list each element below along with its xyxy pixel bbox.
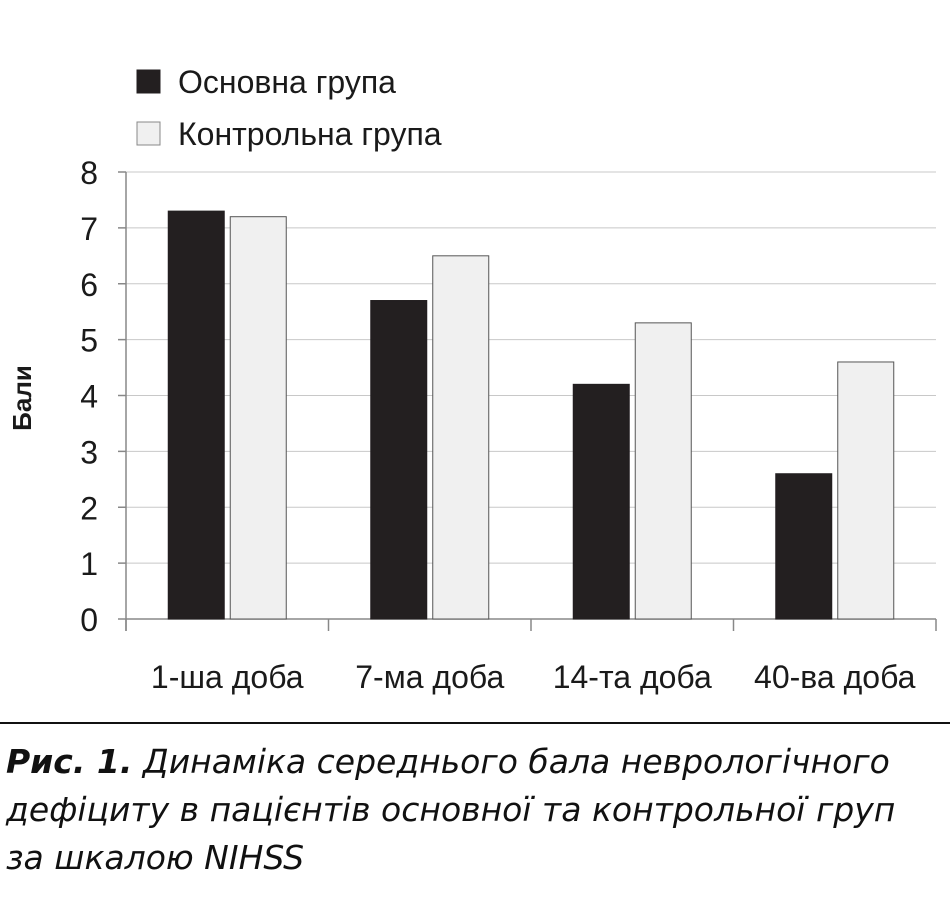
bar-chart: Основна група Контрольна група 0 1 2 3 4 5 6 7 8 1… <box>7 64 937 695</box>
x-tick-label: 1-ша доба <box>151 659 304 695</box>
y-axis-title: Бали <box>7 365 37 431</box>
y-tick-label: 0 <box>80 602 98 638</box>
y-tick-label: 6 <box>80 267 98 303</box>
legend-swatch <box>136 121 161 146</box>
bar-control-group <box>634 322 692 620</box>
legend-label: Контрольна група <box>178 116 442 152</box>
y-tick-label: 4 <box>80 379 98 415</box>
x-tick-label: 14-та доба <box>553 659 712 695</box>
bar-control-group <box>229 216 287 620</box>
y-tick-label: 2 <box>80 490 98 526</box>
y-tick-label: 1 <box>80 546 98 582</box>
tick-labels: 0 1 2 3 4 5 6 7 8 1-ша доба 7-ма доба 14-та доба 40-… <box>7 155 916 695</box>
bar-main-group <box>370 300 428 620</box>
legend-swatch <box>136 69 161 94</box>
caption-divider <box>0 722 950 724</box>
bar-control-group <box>432 255 490 620</box>
y-tick-label: 7 <box>80 211 98 247</box>
bar-control-group <box>837 361 895 620</box>
x-tick-label: 40-ва доба <box>754 659 916 695</box>
bars <box>167 210 895 620</box>
legend-label: Основна група <box>178 64 396 100</box>
figure-label: Рис. 1. <box>6 742 133 781</box>
y-tick-label: 3 <box>80 434 98 470</box>
figure-caption-text: Динаміка середнього бала неврологічного … <box>6 742 896 877</box>
x-tick-label: 7-ма доба <box>355 659 504 695</box>
y-tick-label: 5 <box>80 323 98 359</box>
chart-legend: Основна група Контрольна група <box>136 64 442 152</box>
bar-main-group <box>572 383 630 620</box>
y-tick-label: 8 <box>80 155 98 191</box>
bar-main-group <box>775 473 833 620</box>
figure-caption: Рис. 1. Динаміка середнього бала невроло… <box>6 738 936 882</box>
bar-main-group <box>167 210 225 620</box>
